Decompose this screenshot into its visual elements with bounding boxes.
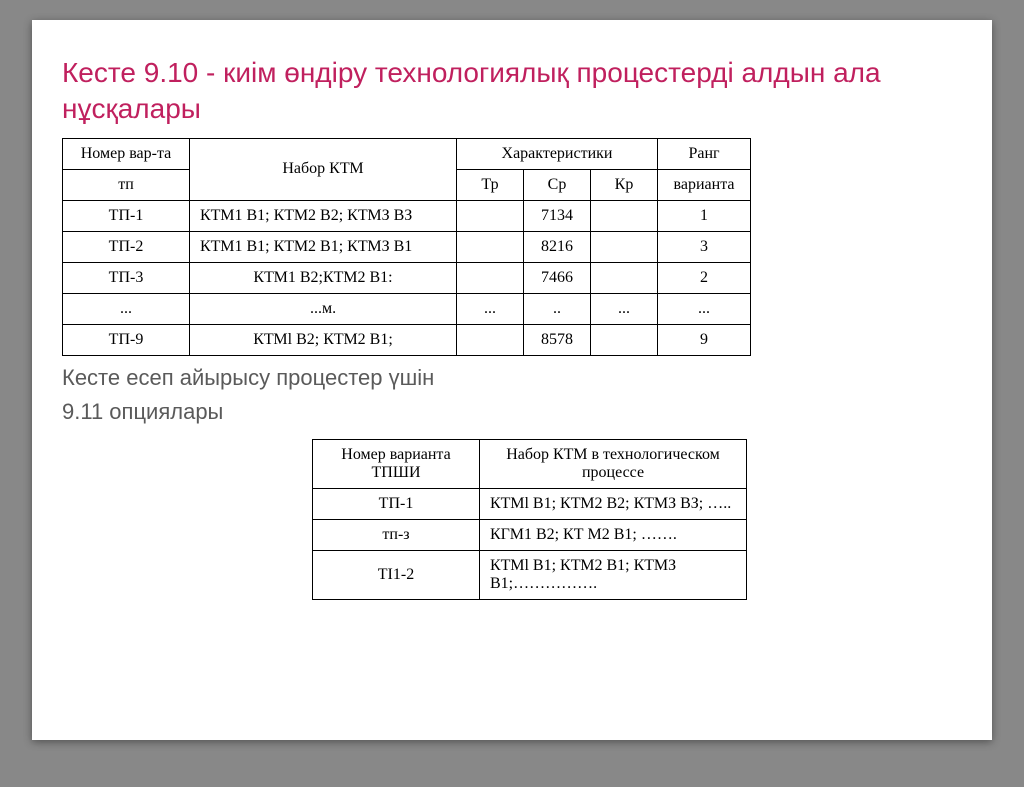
table-row: ... ...м. ... .. ... ...	[63, 293, 751, 324]
th-rang-bot: варианта	[658, 169, 751, 200]
cell-tp	[457, 262, 524, 293]
cell-n: ТП-3	[63, 262, 190, 293]
table-row: ТП-1 КТМl В1; КТМ2 В2; КТМЗ ВЗ; …..	[313, 488, 747, 519]
cell-nabor: КТМ1 В1; КТМ2 В2; КТМЗ ВЗ	[190, 200, 457, 231]
cell-cp: ..	[524, 293, 591, 324]
cell-kp	[591, 200, 658, 231]
slide: Кесте 9.10 - киім өндіру технологиялық п…	[32, 20, 992, 740]
table-row: ТІ1-2 КТМl В1; КТМ2 В1; КТМЗ В1;…………….	[313, 550, 747, 599]
th2-col1: Номер варианта ТПШИ	[313, 439, 480, 488]
cell-n: ТП-1	[63, 200, 190, 231]
cell-tp: ...	[457, 293, 524, 324]
cell-rang: 9	[658, 324, 751, 355]
table-row: ТП-1 КТМ1 В1; КТМ2 В2; КТМЗ ВЗ 7134 1	[63, 200, 751, 231]
table-row: ТП-9 КТМl В2; КТМ2 В1; 8578 9	[63, 324, 751, 355]
th-nomer-bot: тп	[63, 169, 190, 200]
cell-nabor: КТМl В2; КТМ2 В1;	[190, 324, 457, 355]
th-nomer-top: Номер вар-та	[63, 138, 190, 169]
cell-n: ТІ1-2	[313, 550, 480, 599]
cell-rang: 3	[658, 231, 751, 262]
cell-tp	[457, 200, 524, 231]
cell-cp: 8216	[524, 231, 591, 262]
cell-n: ТП-2	[63, 231, 190, 262]
table-row: ТП-2 КТМ1 В1; КТМ2 В1; КТМЗ В1 8216 3	[63, 231, 751, 262]
table-row: тп-з КГМ1 В2; КТ М2 В1; …….	[313, 519, 747, 550]
cell-cp: 8578	[524, 324, 591, 355]
cell-n: тп-з	[313, 519, 480, 550]
th2-col2: Набор КТМ в технологическом процессе	[480, 439, 747, 488]
cell-cp: 7134	[524, 200, 591, 231]
table-9-10: Номер вар-та Набор КТМ Характеристики Ра…	[62, 138, 751, 356]
cell-n: ТП-9	[63, 324, 190, 355]
slide-title: Кесте 9.10 - киім өндіру технологиялық п…	[32, 20, 992, 138]
cell-rang: ...	[658, 293, 751, 324]
th-nabor: Набор КТМ	[190, 138, 457, 200]
cell-kp: ...	[591, 293, 658, 324]
cell-rang: 2	[658, 262, 751, 293]
th-rang-top: Ранг	[658, 138, 751, 169]
cell-nabor: КТМl В1; КТМ2 В2; КТМЗ ВЗ; …..	[480, 488, 747, 519]
cell-nabor: КТМl В1; КТМ2 В1; КТМЗ В1;…………….	[480, 550, 747, 599]
th-tp: Тр	[457, 169, 524, 200]
cell-tp	[457, 231, 524, 262]
cell-n: ТП-1	[313, 488, 480, 519]
cell-rang: 1	[658, 200, 751, 231]
cell-tp	[457, 324, 524, 355]
cell-cp: 7466	[524, 262, 591, 293]
cell-kp	[591, 324, 658, 355]
cell-nabor: КТМ1 В1; КТМ2 В1; КТМЗ В1	[190, 231, 457, 262]
subtitle-line1: Кесте есеп айырысу процестер үшін	[32, 356, 992, 399]
cell-kp	[591, 262, 658, 293]
table-row: ТП-3 КТМ1 В2;КТМ2 В1: 7466 2	[63, 262, 751, 293]
cell-nabor: КТМ1 В2;КТМ2 В1:	[190, 262, 457, 293]
subtitle-line2: 9.11 опциялары	[32, 398, 992, 433]
th-cp: Ср	[524, 169, 591, 200]
cell-nabor: ...м.	[190, 293, 457, 324]
cell-nabor: КГМ1 В2; КТ М2 В1; …….	[480, 519, 747, 550]
th-char: Характеристики	[457, 138, 658, 169]
table-9-11: Номер варианта ТПШИ Набор КТМ в технолог…	[312, 439, 747, 600]
th-kp: Кр	[591, 169, 658, 200]
cell-n: ...	[63, 293, 190, 324]
cell-kp	[591, 231, 658, 262]
